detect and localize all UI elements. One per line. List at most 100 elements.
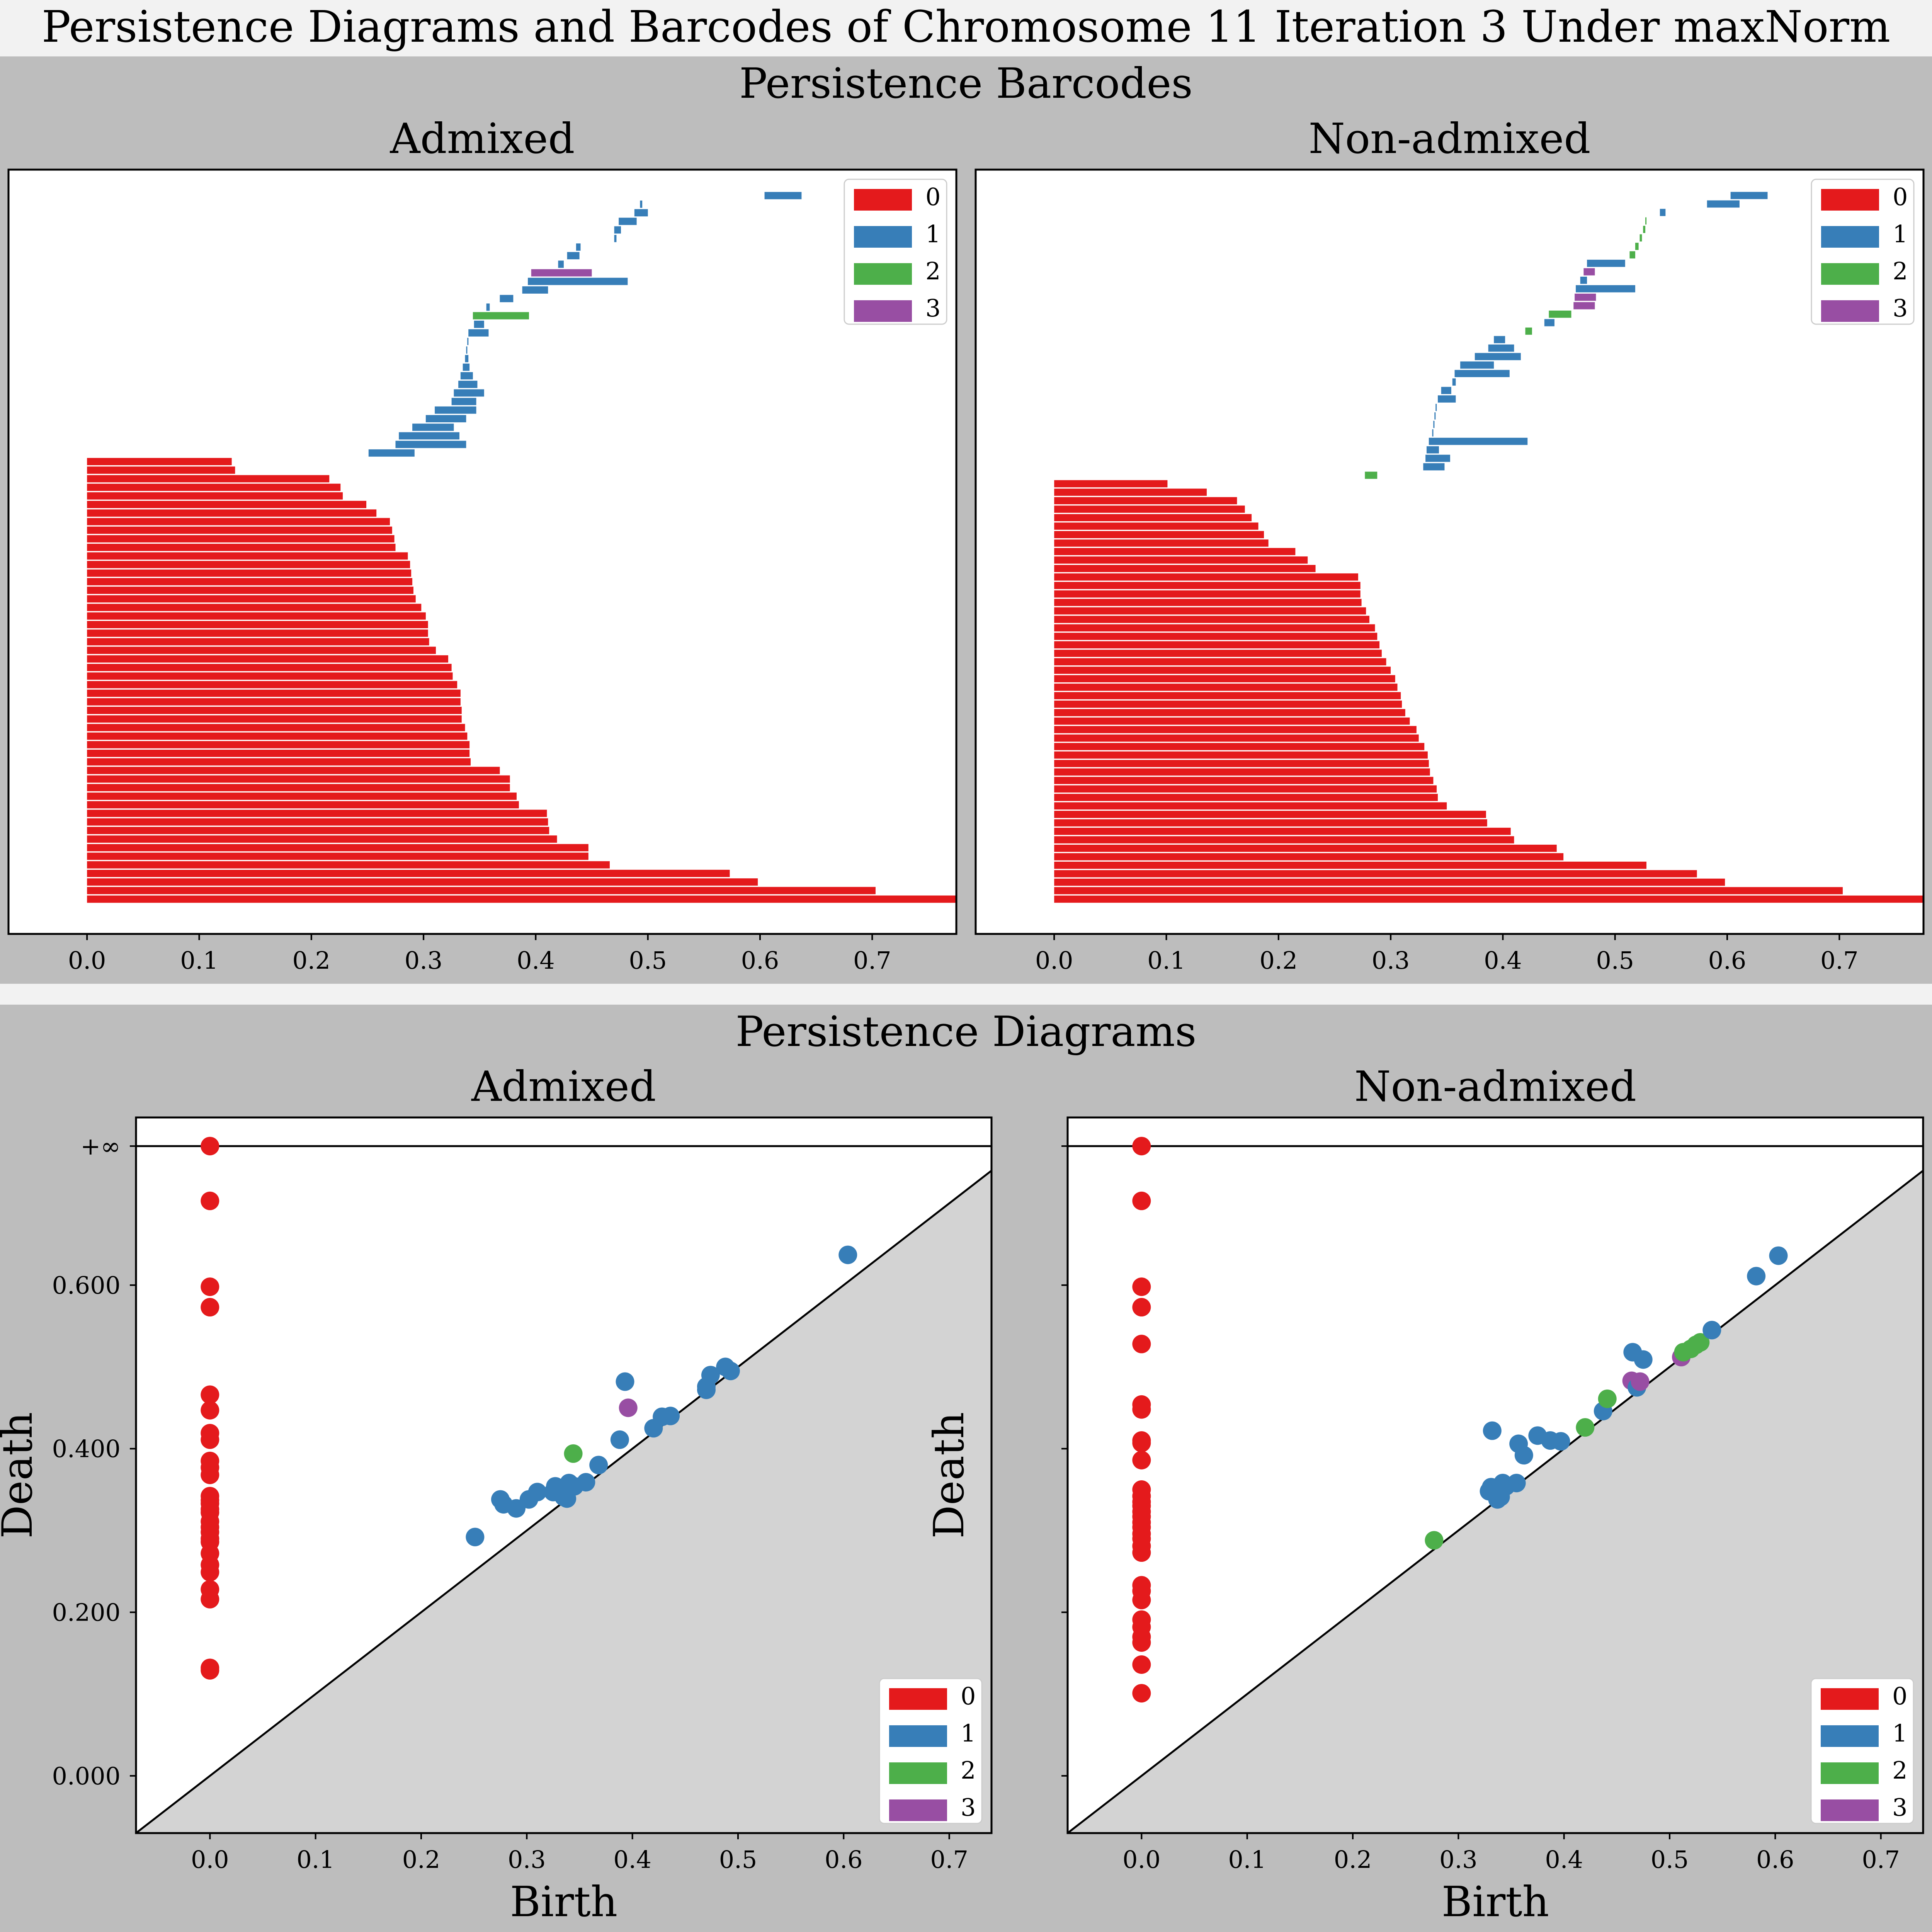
bar-dim1 <box>460 372 473 379</box>
bar-dim2 <box>1525 327 1532 335</box>
bar-dim0 <box>1054 539 1269 547</box>
barcode-admixed-xtick-label: 0.7 <box>853 946 891 975</box>
bar-dim1 <box>467 338 469 345</box>
diagram-nonadmixed-xtick-label: 0.2 <box>1334 1845 1372 1874</box>
point-dim0 <box>201 1137 219 1156</box>
barcode-admixed-legend-label-2: 2 <box>925 257 940 285</box>
diagram-admixed-xtick-label: 0.1 <box>296 1845 335 1874</box>
barcode-nonadmixed-xtick-label: 0.5 <box>1596 946 1634 975</box>
barcode-admixed-xtick-label: 0.4 <box>517 946 555 975</box>
barcode-nonadmixed-legend-swatch-1 <box>1821 226 1879 248</box>
diagram-admixed-xtick-label: 0.2 <box>402 1845 440 1874</box>
barcode-admixed-legend-swatch-2 <box>854 263 912 285</box>
bar-dim1 <box>1475 353 1521 361</box>
diagram-admixed-legend-label-3: 3 <box>961 1793 976 1821</box>
point-dim1 <box>616 1372 634 1391</box>
bar-dim0 <box>87 561 410 568</box>
barcode-nonadmixed-xtick-label: 0.3 <box>1372 946 1410 975</box>
point-dim0 <box>201 1385 219 1404</box>
bar-dim2 <box>1639 234 1642 242</box>
barcode-nonadmixed-legend-label-1: 1 <box>1893 220 1908 248</box>
bar-dim0 <box>87 475 330 483</box>
diagram-nonadmixed-xtick-label: 0.6 <box>1756 1845 1794 1874</box>
point-dim1 <box>610 1430 629 1449</box>
bar-dim0 <box>87 604 422 611</box>
diagram-admixed-legend-swatch-2 <box>889 1762 947 1784</box>
point-dim1 <box>577 1473 595 1492</box>
bar-dim0 <box>1054 641 1380 649</box>
diagram-admixed-ytick-label: 0.600 <box>52 1271 121 1299</box>
point-dim0 <box>1132 1335 1151 1354</box>
bar-dim1 <box>454 389 484 397</box>
diagram-admixed-ytick-label: 0.400 <box>52 1435 121 1463</box>
bar-dim0 <box>87 612 426 620</box>
bar-dim0 <box>1054 633 1378 640</box>
bar-dim2 <box>1365 471 1378 479</box>
barcode-admixed-xtick-label: 0.5 <box>629 946 667 975</box>
barcodes-section: Persistence Barcodes Admixed 0.0 0.1 0.2 0.3… <box>0 56 1932 984</box>
bar-dim1 <box>1707 200 1740 208</box>
diagram-admixed-xtick-label: 0.7 <box>930 1845 968 1874</box>
bar-dim0 <box>1054 692 1401 699</box>
diagram-admixed-points <box>201 1137 857 1680</box>
diagram-admixed-legend-label-0: 0 <box>961 1682 976 1710</box>
bar-dim1 <box>435 406 476 414</box>
diagram-admixed-legend-label-2: 2 <box>961 1756 976 1784</box>
bar-dim0 <box>87 775 510 783</box>
diagram-nonadmixed-xtick-label: 0.4 <box>1545 1845 1583 1874</box>
point-dim1 <box>1769 1246 1788 1265</box>
bar-dim0 <box>1054 870 1697 878</box>
point-dim0 <box>201 1277 219 1296</box>
bar-dim0 <box>87 587 413 594</box>
point-dim1 <box>1551 1432 1570 1451</box>
diagram-nonadmixed-ylabel: Death <box>925 1412 973 1539</box>
bar-dim0 <box>87 698 461 706</box>
point-dim0 <box>1132 1434 1151 1452</box>
point-dim1 <box>1747 1267 1766 1286</box>
barcode-nonadmixed-legend-swatch-2 <box>1821 263 1879 285</box>
bar-dim0 <box>1054 667 1391 674</box>
bar-dim0 <box>87 552 408 560</box>
point-dim0 <box>201 1590 219 1609</box>
point-dim1 <box>528 1483 547 1502</box>
bar-dim0 <box>87 681 457 689</box>
bar-dim3 <box>531 269 592 277</box>
barcode-nonadmixed-xtick-label: 0.1 <box>1147 946 1185 975</box>
diagram-admixed-legend-swatch-1 <box>889 1725 947 1747</box>
point-dim1 <box>1702 1321 1721 1340</box>
bar-dim0 <box>87 758 471 766</box>
bar-dim0 <box>1054 717 1410 725</box>
point-dim0 <box>201 1430 219 1449</box>
barcode-admixed-frame <box>7 168 957 935</box>
bar-dim1 <box>522 286 548 294</box>
point-dim0 <box>1132 1137 1151 1156</box>
bar-dim0 <box>87 750 470 757</box>
diagrams-section: Persistence Diagrams Admixed 0.0 0.1 0.2 0.3… <box>0 1005 1932 1932</box>
bar-dim0 <box>1054 590 1361 598</box>
bar-dim0 <box>87 578 413 585</box>
bar-dim1 <box>1580 277 1587 284</box>
bar-dim0 <box>87 569 412 577</box>
bar-dim0 <box>1054 624 1375 632</box>
point-dim1 <box>701 1366 720 1384</box>
bar-dim0 <box>1054 828 1511 835</box>
diagram-nonadmixed-legend-label-0: 0 <box>1892 1682 1907 1710</box>
point-dim0 <box>201 1465 219 1484</box>
bar-dim2 <box>1549 310 1571 318</box>
diagram-admixed-legend-swatch-3 <box>889 1799 947 1821</box>
bar-dim1 <box>1452 378 1456 386</box>
bar-dim0 <box>1054 480 1168 488</box>
bar-dim0 <box>87 689 461 697</box>
bar-dim0 <box>1054 607 1366 615</box>
bar-dim0 <box>1054 675 1395 682</box>
bar-dim0 <box>1054 599 1362 606</box>
point-dim0 <box>1132 1590 1151 1609</box>
bar-dim1 <box>465 355 469 362</box>
diagram-nonadmixed-legend-label-3: 3 <box>1892 1793 1907 1821</box>
bar-dim0 <box>87 715 462 723</box>
bar-dim0 <box>87 655 448 663</box>
barcode-nonadmixed-xtick-label: 0.0 <box>1035 946 1073 975</box>
bar-dim0 <box>87 501 367 509</box>
bar-dim0 <box>87 664 452 671</box>
bar-dim3 <box>1573 302 1595 310</box>
